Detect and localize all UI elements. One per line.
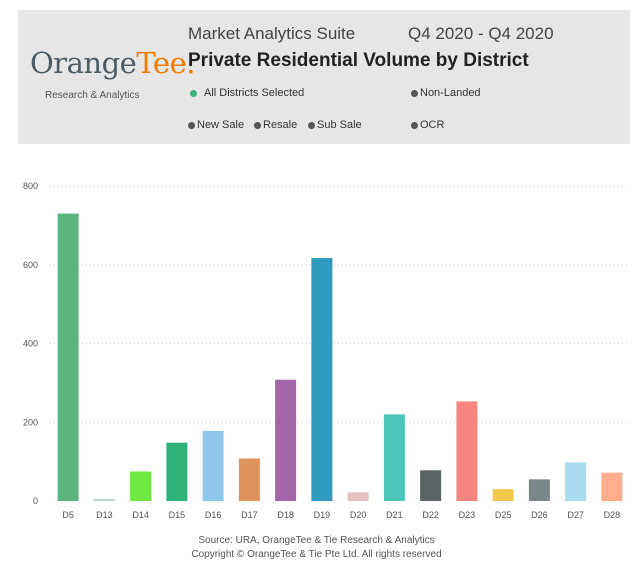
bar-d28[interactable] bbox=[601, 472, 623, 501]
filter-new-sale[interactable]: New Sale bbox=[188, 119, 244, 131]
bar-d23[interactable] bbox=[456, 401, 478, 501]
bar-d18[interactable] bbox=[275, 379, 297, 501]
x-tick-label: D15 bbox=[169, 510, 186, 520]
x-tick-label: D25 bbox=[495, 510, 512, 520]
bar-d16[interactable] bbox=[202, 430, 224, 501]
bar-d5[interactable] bbox=[57, 213, 79, 501]
filter-all-districts[interactable]: All Districts Selected bbox=[190, 87, 304, 99]
x-tick-label: D17 bbox=[241, 510, 258, 520]
x-tick-label: D23 bbox=[459, 510, 476, 520]
report-title: Private Residential Volume by District bbox=[188, 50, 529, 71]
filter-dot-icon bbox=[188, 121, 195, 129]
y-tick-label: 0 bbox=[33, 496, 38, 506]
filter-dot-icon bbox=[411, 121, 418, 129]
filter-dot-icon bbox=[190, 89, 197, 97]
filter-dot-icon bbox=[254, 121, 261, 129]
x-tick-label: D26 bbox=[531, 510, 548, 520]
x-tick-label: D18 bbox=[277, 510, 294, 520]
district-volume-bar-chart: 0 200 400 600 800 D5 D13 D14 D15 D16 D17 D18 D19 D20 D… bbox=[23, 181, 630, 520]
bar-d21[interactable] bbox=[383, 414, 405, 501]
y-tick-label: 200 bbox=[23, 417, 38, 427]
bar-d27[interactable] bbox=[565, 462, 587, 501]
bar-d26[interactable] bbox=[528, 479, 550, 501]
x-tick-label: D20 bbox=[350, 510, 367, 520]
x-tick-label: D21 bbox=[386, 510, 403, 520]
bar-d25[interactable] bbox=[492, 489, 514, 501]
x-tick-label: D13 bbox=[96, 510, 113, 520]
x-tick-label: D19 bbox=[314, 510, 331, 520]
logo-subtitle: Research & Analytics bbox=[45, 90, 140, 101]
y-tick-label: 400 bbox=[23, 339, 38, 349]
y-tick-label: 600 bbox=[23, 260, 38, 270]
bar-d22[interactable] bbox=[420, 470, 442, 501]
period-range: Q4 2020 - Q4 2020 bbox=[408, 24, 554, 43]
orangetee-logo: OrangeTee. Research & Analytics bbox=[30, 46, 195, 116]
logo-wordmark: OrangeTee. bbox=[30, 46, 195, 80]
x-tick-label: D16 bbox=[205, 510, 222, 520]
filter-sub-sale[interactable]: Sub Sale bbox=[308, 119, 362, 131]
x-tick-label: D28 bbox=[604, 510, 621, 520]
filter-dot-icon bbox=[308, 121, 315, 129]
filter-resale[interactable]: Resale bbox=[254, 119, 297, 131]
bar-d14[interactable] bbox=[130, 471, 152, 501]
source-note: Source: URA, OrangeTee & Tie Research & … bbox=[198, 535, 435, 546]
bar-d15[interactable] bbox=[166, 442, 188, 501]
suite-name: Market Analytics Suite bbox=[188, 24, 356, 43]
filter-non-landed[interactable]: Non-Landed bbox=[411, 87, 481, 99]
copyright-note: Copyright © OrangeTee & Tie Pte Ltd. All… bbox=[191, 549, 442, 560]
x-tick-label: D22 bbox=[422, 510, 439, 520]
report-header: OrangeTee. Research & Analytics Market A… bbox=[18, 10, 630, 144]
bar-d17[interactable] bbox=[238, 458, 260, 501]
filter-dot-icon bbox=[411, 89, 418, 97]
y-tick-label: 800 bbox=[23, 181, 38, 191]
bar-d20[interactable] bbox=[347, 492, 369, 501]
bar-d13[interactable] bbox=[93, 499, 115, 501]
x-tick-label: D27 bbox=[567, 510, 584, 520]
x-tick-label: D5 bbox=[62, 510, 74, 520]
filter-ocr[interactable]: OCR bbox=[411, 119, 444, 131]
x-tick-label: D14 bbox=[132, 510, 149, 520]
bar-d19[interactable] bbox=[311, 258, 333, 501]
